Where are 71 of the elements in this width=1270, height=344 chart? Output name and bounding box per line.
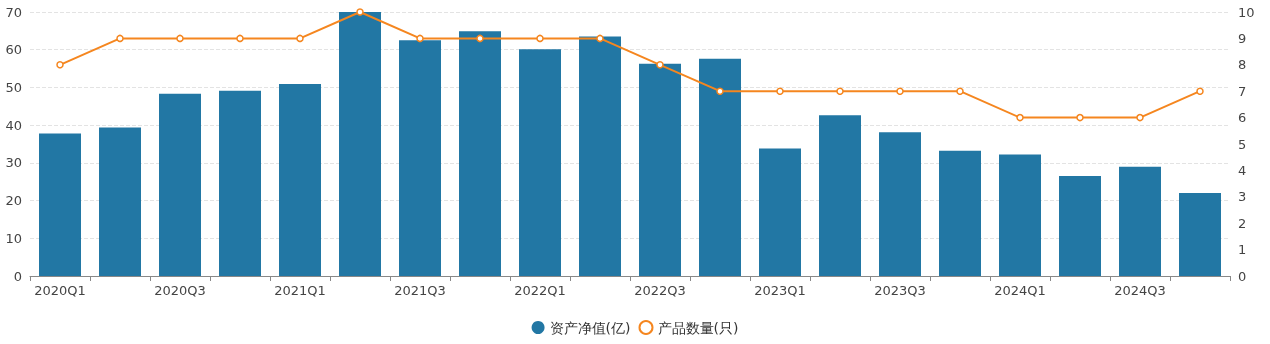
point — [836, 87, 844, 95]
x-tick-label: 2020Q3 — [154, 283, 206, 298]
y2-tick-label: 4 — [1238, 162, 1247, 178]
bar — [459, 31, 501, 276]
point — [1136, 113, 1144, 122]
bar — [1179, 193, 1221, 276]
bar — [519, 49, 561, 276]
y-tick-label: 10 — [5, 230, 22, 246]
bar — [1059, 176, 1101, 276]
point — [776, 87, 784, 95]
point — [536, 34, 544, 43]
point — [56, 61, 64, 69]
point — [296, 34, 304, 43]
point — [116, 34, 124, 43]
point — [476, 34, 484, 43]
y-tick-label: 20 — [5, 193, 22, 209]
y-tick-label: 0 — [13, 268, 22, 284]
bar — [699, 58, 741, 276]
x-tick-label: 2023Q1 — [754, 283, 806, 298]
y2-tick-label: 10 — [1238, 4, 1255, 20]
x-tick-label: 2024Q1 — [994, 283, 1046, 298]
point — [1016, 113, 1024, 122]
point — [956, 87, 964, 95]
x-tick-label: 2021Q3 — [394, 283, 446, 298]
x-tick-label: 2022Q3 — [634, 283, 686, 298]
bar — [639, 63, 681, 276]
y2-tick-label: 7 — [1238, 83, 1247, 99]
bar — [159, 93, 201, 276]
bar — [1119, 166, 1161, 276]
bar — [579, 36, 621, 276]
point — [1196, 87, 1204, 95]
bar — [219, 90, 261, 276]
bar — [339, 12, 381, 276]
y2-tick-label: 5 — [1238, 136, 1247, 152]
point — [716, 87, 724, 95]
bar — [999, 154, 1041, 276]
point — [236, 34, 244, 43]
point — [896, 87, 904, 95]
y-tick-label: 60 — [5, 42, 22, 58]
bar — [99, 127, 141, 276]
x-tick-label: 2021Q1 — [274, 283, 326, 298]
bar — [879, 132, 921, 276]
legend-label: 产品数量(只) — [657, 319, 739, 336]
point — [176, 34, 184, 43]
point — [416, 34, 424, 43]
x-tick-label: 2022Q1 — [514, 283, 566, 298]
legend-label: 资产净值(亿) — [549, 319, 631, 336]
bar — [759, 148, 801, 276]
y-tick-label: 40 — [5, 117, 22, 133]
x-tick-label: 2020Q1 — [34, 283, 86, 298]
y2-tick-label: 1 — [1238, 242, 1247, 258]
y2-tick-label: 9 — [1238, 30, 1247, 46]
y-tick-label: 50 — [5, 79, 22, 95]
y2-tick-label: 3 — [1238, 189, 1247, 205]
y-tick-label: 70 — [5, 4, 22, 20]
point — [656, 61, 664, 69]
x-tick-label: 2023Q3 — [874, 283, 926, 298]
bar — [279, 84, 321, 276]
bar — [399, 40, 441, 276]
y2-tick-label: 6 — [1238, 110, 1247, 126]
y2-tick-label: 0 — [1238, 268, 1247, 284]
point — [356, 8, 364, 16]
bar — [819, 115, 861, 276]
y2-tick-label: 2 — [1238, 215, 1247, 231]
bar — [39, 133, 81, 276]
y-tick-label: 30 — [5, 155, 22, 171]
bar — [939, 150, 981, 276]
x-tick-label: 2024Q3 — [1114, 283, 1166, 298]
y2-tick-label: 8 — [1238, 57, 1247, 73]
point — [596, 34, 604, 43]
point — [1076, 113, 1084, 122]
